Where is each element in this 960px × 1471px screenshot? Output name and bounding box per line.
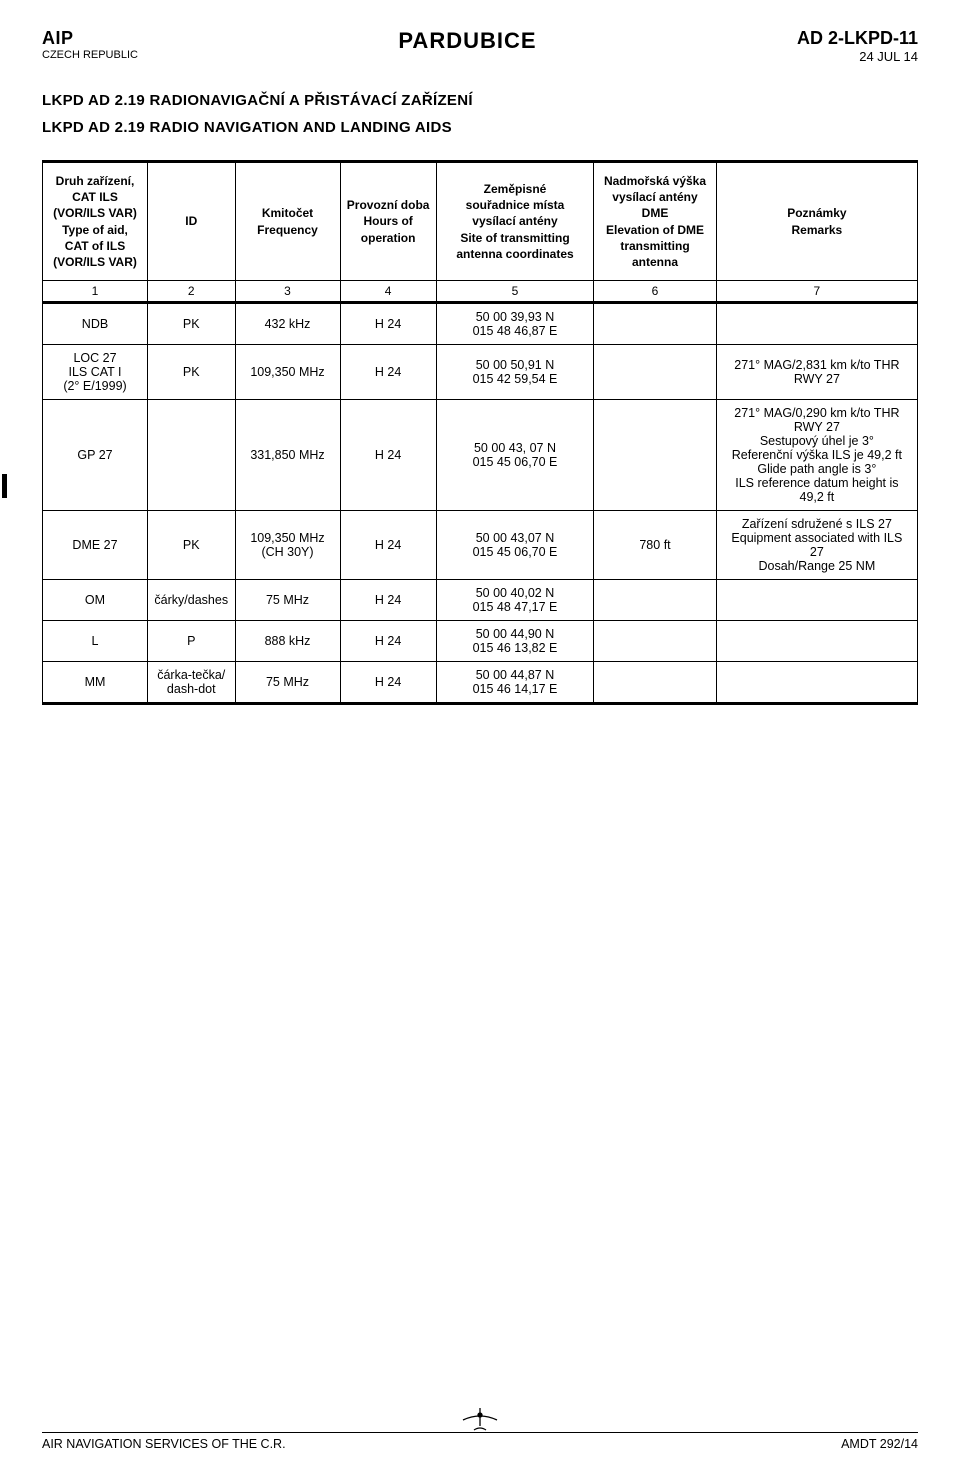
table-cell: čárka-tečka/ dash-dot: [148, 662, 236, 704]
table-cell: [716, 580, 917, 621]
section-line-2: LKPD AD 2.19 RADIO NAVIGATION AND LANDIN…: [42, 119, 918, 136]
header-aip: AIP: [42, 28, 138, 49]
colnum-4: 4: [340, 281, 436, 303]
table-cell: 50 00 44,87 N 015 46 14,17 E: [436, 662, 594, 704]
table-cell: LOC 27 ILS CAT I (2° E/1999): [43, 345, 148, 400]
table-cell: H 24: [340, 621, 436, 662]
th-type: Druh zařízení, CAT ILS (VOR/ILS VAR) Typ…: [43, 162, 148, 281]
page-header: AIP CZECH REPUBLIC PARDUBICE AD 2-LKPD-1…: [42, 28, 918, 64]
table-cell: H 24: [340, 662, 436, 704]
table-cell: 50 00 44,90 N 015 46 13,82 E: [436, 621, 594, 662]
colnum-2: 2: [148, 281, 236, 303]
colnum-1: 1: [43, 281, 148, 303]
table-cell: 75 MHz: [235, 662, 340, 704]
table-cell: H 24: [340, 345, 436, 400]
table-cell: 50 00 43,07 N 015 45 06,70 E: [436, 511, 594, 580]
table-cell: čárky/dashes: [148, 580, 236, 621]
table-cell: H 24: [340, 400, 436, 511]
table-cell: [716, 621, 917, 662]
table-cell: H 24: [340, 580, 436, 621]
table-cell: 75 MHz: [235, 580, 340, 621]
table-row: OMčárky/dashes75 MHzH 2450 00 40,02 N 01…: [43, 580, 918, 621]
table-cell: MM: [43, 662, 148, 704]
nav-aids-table: Druh zařízení, CAT ILS (VOR/ILS VAR) Typ…: [42, 160, 918, 705]
th-hours: Provozní doba Hours of operation: [340, 162, 436, 281]
header-country: CZECH REPUBLIC: [42, 49, 138, 61]
table-cell: 271° MAG/2,831 km k/to THR RWY 27: [716, 345, 917, 400]
table-cell: [594, 662, 717, 704]
table-cell: [716, 662, 917, 704]
change-bar: [2, 474, 7, 498]
header-doc-code: AD 2-LKPD-11: [797, 28, 918, 49]
table-row: DME 27PK109,350 MHz (CH 30Y)H 2450 00 43…: [43, 511, 918, 580]
table-row: LP888 kHzH 2450 00 44,90 N 015 46 13,82 …: [43, 621, 918, 662]
table-cell: PK: [148, 511, 236, 580]
table-cell: NDB: [43, 303, 148, 345]
header-title: PARDUBICE: [138, 28, 797, 54]
colnum-7: 7: [716, 281, 917, 303]
th-coords: Zeměpisné souřadnice místa vysílací anté…: [436, 162, 594, 281]
table-cell: 331,850 MHz: [235, 400, 340, 511]
table-cell: OM: [43, 580, 148, 621]
colnum-5: 5: [436, 281, 594, 303]
th-remarks: Poznámky Remarks: [716, 162, 917, 281]
table-cell: P: [148, 621, 236, 662]
colnum-3: 3: [235, 281, 340, 303]
th-elev: Nadmořská výška vysílací antény DME Elev…: [594, 162, 717, 281]
table-row: GP 27 331,850 MHzH 2450 00 43, 07 N 015 4…: [43, 400, 918, 511]
table-cell: [716, 303, 917, 345]
table-cell: Zařízení sdružené s ILS 27 Equipment ass…: [716, 511, 917, 580]
table-cell: [594, 621, 717, 662]
table-cell: [594, 400, 717, 511]
table-row: MMčárka-tečka/ dash-dot75 MHzH 2450 00 4…: [43, 662, 918, 704]
table-cell: DME 27: [43, 511, 148, 580]
table-cell: 50 00 50,91 N 015 42 59,54 E: [436, 345, 594, 400]
footer-right: AMDT 292/14: [841, 1437, 918, 1451]
table-cell: 50 00 43, 07 N 015 45 06,70 E: [436, 400, 594, 511]
section-line-1: LKPD AD 2.19 RADIONAVIGAČNÍ A PŘISTÁVACÍ…: [42, 92, 918, 109]
th-freq: Kmitočet Frequency: [235, 162, 340, 281]
table-cell: 432 kHz: [235, 303, 340, 345]
section-heading: LKPD AD 2.19 RADIONAVIGAČNÍ A PŘISTÁVACÍ…: [42, 92, 918, 136]
table-cell: [594, 580, 717, 621]
table-cell: 271° MAG/0,290 km k/to THR RWY 27 Sestup…: [716, 400, 917, 511]
table-cell: [594, 345, 717, 400]
header-date: 24 JUL 14: [797, 49, 918, 64]
table-cell: 109,350 MHz: [235, 345, 340, 400]
table-cell: 50 00 40,02 N 015 48 47,17 E: [436, 580, 594, 621]
table-cell: L: [43, 621, 148, 662]
footer-left: AIR NAVIGATION SERVICES OF THE C.R.: [42, 1437, 286, 1451]
table-cell: [594, 303, 717, 345]
th-id: ID: [148, 162, 236, 281]
table-row: NDBPK432 kHzH 2450 00 39,93 N 015 48 46,…: [43, 303, 918, 345]
colnum-6: 6: [594, 281, 717, 303]
table-cell: H 24: [340, 511, 436, 580]
table-cell: 109,350 MHz (CH 30Y): [235, 511, 340, 580]
table-cell: 50 00 39,93 N 015 48 46,87 E: [436, 303, 594, 345]
table-cell: H 24: [340, 303, 436, 345]
table-cell: PK: [148, 345, 236, 400]
table-cell: 888 kHz: [235, 621, 340, 662]
table-cell: PK: [148, 303, 236, 345]
table-cell: GP 27: [43, 400, 148, 511]
table-cell: [148, 400, 236, 511]
table-row: LOC 27 ILS CAT I (2° E/1999)PK109,350 MH…: [43, 345, 918, 400]
table-cell: 780 ft: [594, 511, 717, 580]
page-footer: AIR NAVIGATION SERVICES OF THE C.R. AMDT…: [42, 1432, 918, 1451]
